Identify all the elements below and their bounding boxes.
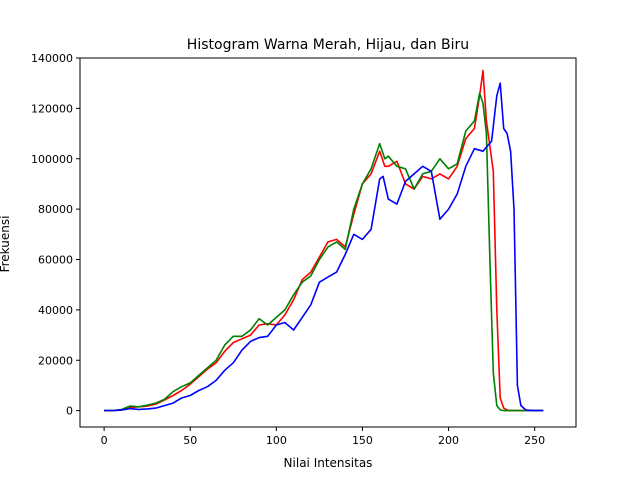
x-tick-label: 150 [352, 434, 373, 447]
y-tick-label: 100000 [31, 153, 73, 166]
y-tick-label: 40000 [38, 304, 73, 317]
x-tick-label: 200 [438, 434, 459, 447]
y-tick-label: 80000 [38, 203, 73, 216]
ticks: 0 50 100 150 200 250 0 20000 40000 60000 80000 1000… [31, 52, 545, 447]
x-tick-label: 50 [183, 434, 197, 447]
chart-title: Histogram Warna Merah, Hijau, dan Biru [187, 37, 469, 53]
series-lines [104, 69, 544, 412]
series-line-1 [104, 92, 544, 412]
y-tick-label: 60000 [38, 254, 73, 267]
plot-frame [79, 57, 577, 428]
series-line-0 [104, 69, 544, 412]
y-tick-label: 0 [66, 405, 73, 418]
y-axis-label: Frekuensi [0, 216, 12, 273]
x-tick-label: 100 [266, 434, 287, 447]
x-tick-label: 250 [524, 434, 545, 447]
series-line-2 [104, 82, 544, 412]
x-axis-label: Nilai Intensitas [284, 456, 373, 470]
y-tick-label: 120000 [31, 102, 73, 115]
y-tick-label: 140000 [31, 52, 73, 65]
y-tick-label: 20000 [38, 354, 73, 367]
x-tick-label: 0 [101, 434, 108, 447]
